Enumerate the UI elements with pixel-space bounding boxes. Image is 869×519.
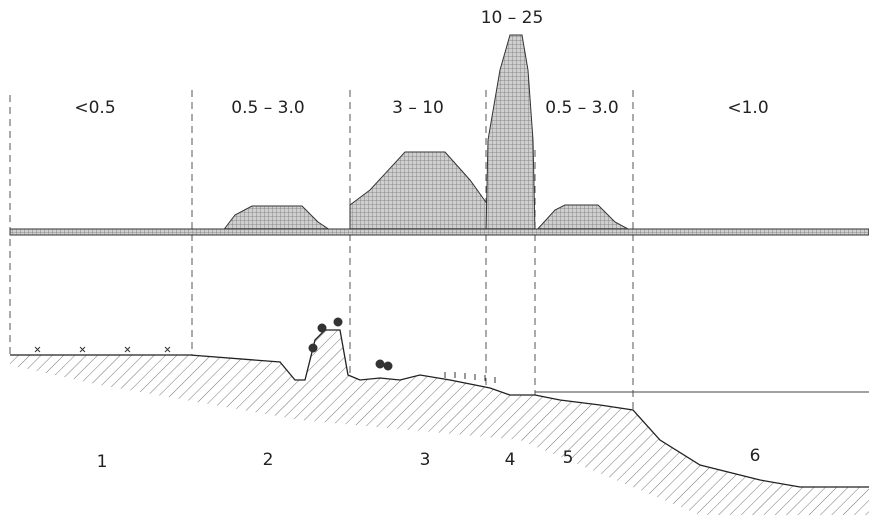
tree xyxy=(309,344,317,352)
tree xyxy=(318,324,326,332)
tree xyxy=(376,360,384,368)
mound xyxy=(486,35,535,232)
baseline-band xyxy=(10,229,869,235)
mound xyxy=(350,152,488,232)
range-label: 0.5 – 3.0 xyxy=(545,98,618,118)
mound xyxy=(222,206,345,232)
range-label: 3 – 10 xyxy=(392,98,444,118)
tree xyxy=(384,362,392,370)
tree xyxy=(334,318,342,326)
zone-number: 1 xyxy=(97,452,108,472)
zonation-diagram: <0.5 0.5 – 3.0 3 – 10 10 – 25 0.5 – 3.0 … xyxy=(0,0,869,515)
substrate xyxy=(10,330,869,515)
range-label: <0.5 xyxy=(74,98,115,118)
ground-section xyxy=(10,318,869,515)
range-labels: <0.5 0.5 – 3.0 3 – 10 10 – 25 0.5 – 3.0 … xyxy=(74,8,768,118)
zone-number: 4 xyxy=(505,450,516,470)
zone-number: 6 xyxy=(750,446,761,466)
range-label: 0.5 – 3.0 xyxy=(231,98,304,118)
profile-mounds xyxy=(222,35,630,232)
mound xyxy=(535,205,630,232)
range-label: <1.0 xyxy=(727,98,768,118)
grass xyxy=(35,347,170,352)
zone-number: 2 xyxy=(263,450,274,470)
zone-number: 5 xyxy=(563,448,574,468)
range-label: 10 – 25 xyxy=(481,8,544,28)
zone-number: 3 xyxy=(420,450,431,470)
